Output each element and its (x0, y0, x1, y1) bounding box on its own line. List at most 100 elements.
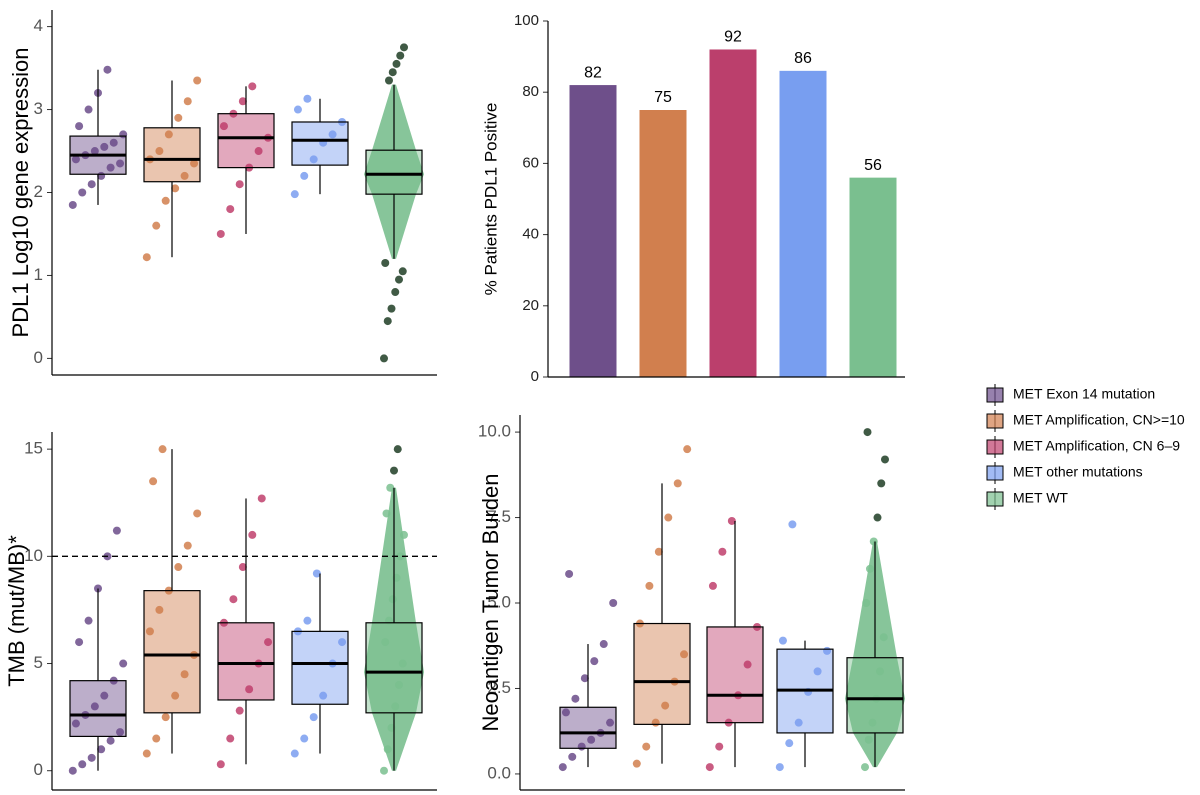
data-point (248, 82, 257, 91)
data-point (863, 428, 872, 437)
data-point (106, 163, 115, 172)
data-point (866, 564, 874, 573)
data-point (385, 76, 393, 85)
data-point (632, 759, 641, 768)
data-point (395, 680, 403, 689)
data-point (119, 659, 128, 668)
data-point (645, 581, 654, 590)
data-point (155, 605, 164, 614)
data-point (174, 113, 183, 122)
value-label: 75 (654, 89, 672, 106)
box (291, 121, 349, 166)
data-point (90, 147, 99, 156)
data-point (391, 702, 400, 711)
data-point (813, 667, 822, 676)
data-point (78, 760, 87, 769)
data-point (248, 530, 257, 539)
legend-swatch (986, 413, 1004, 429)
legend-swatch (986, 387, 1004, 403)
bar (639, 110, 687, 377)
data-point (161, 196, 170, 205)
data-point (290, 749, 299, 758)
data-point (382, 509, 391, 518)
data-point (390, 466, 398, 475)
value-label: 56 (864, 157, 882, 174)
data-point (238, 563, 247, 572)
legend-item: MET other mutations (986, 462, 1143, 484)
data-point (388, 595, 397, 604)
data-point (708, 581, 717, 590)
data-point (171, 184, 180, 193)
data-point (312, 569, 321, 578)
data-point (290, 190, 299, 199)
legend-swatch (986, 439, 1004, 455)
data-point (84, 105, 93, 114)
data-point (794, 718, 803, 727)
data-point (558, 763, 567, 772)
legend-item: MET Amplification, CN 6–9 (986, 436, 1180, 458)
data-point (328, 130, 337, 139)
box (217, 622, 275, 701)
data-point (861, 763, 869, 772)
data-point (319, 691, 328, 700)
data-point (391, 288, 400, 297)
data-point (90, 702, 99, 711)
box (846, 657, 904, 734)
data-point (705, 763, 714, 772)
data-point (174, 563, 183, 572)
data-point (743, 660, 752, 669)
y-tick-label: 0 (34, 348, 43, 367)
data-point (171, 691, 180, 700)
legend-label: MET WT (1013, 490, 1068, 506)
data-point (877, 479, 886, 488)
data-point (152, 221, 161, 230)
y-axis-title: PDL1 Log10 gene expression (8, 48, 33, 338)
data-point (383, 317, 392, 326)
data-point (599, 640, 608, 649)
data-point (383, 745, 392, 754)
y-tick-label: 10.0 (478, 422, 511, 441)
data-point (68, 200, 77, 209)
data-point (103, 65, 112, 74)
data-point (193, 509, 202, 518)
data-point (226, 734, 235, 743)
data-point (673, 479, 682, 488)
y-tick-label: 1 (34, 265, 43, 284)
data-point (727, 516, 736, 525)
data-point (293, 105, 302, 114)
y-tick-label: 15 (24, 439, 43, 458)
data-point (879, 633, 888, 642)
data-point (642, 742, 651, 751)
data-point (100, 691, 109, 700)
data-point (561, 708, 570, 717)
data-point (161, 713, 170, 722)
data-point (116, 728, 125, 737)
data-point (106, 736, 115, 745)
data-point (715, 742, 724, 751)
data-point (109, 138, 118, 147)
value-label: 92 (724, 29, 742, 46)
data-point (183, 97, 192, 106)
y-tick-label: 20 (522, 297, 539, 314)
box (143, 590, 201, 714)
data-point (654, 547, 663, 556)
data-point (84, 616, 93, 625)
data-point (216, 760, 225, 769)
y-axis-title: % Patients PDL1 Positive (481, 103, 500, 296)
y-tick-label: 4 (34, 16, 43, 35)
box (217, 113, 275, 169)
box (365, 622, 423, 714)
data-point (606, 718, 615, 727)
data-point (568, 752, 577, 761)
data-point (309, 155, 318, 164)
violin (364, 84, 424, 259)
data-point (683, 445, 692, 454)
data-point (381, 638, 390, 647)
data-point (309, 713, 318, 722)
data-point (190, 159, 199, 168)
box (143, 127, 201, 183)
data-point (565, 569, 574, 578)
legend-item: MET Amplification, CN>=10 (986, 410, 1185, 432)
data-point (116, 159, 125, 168)
